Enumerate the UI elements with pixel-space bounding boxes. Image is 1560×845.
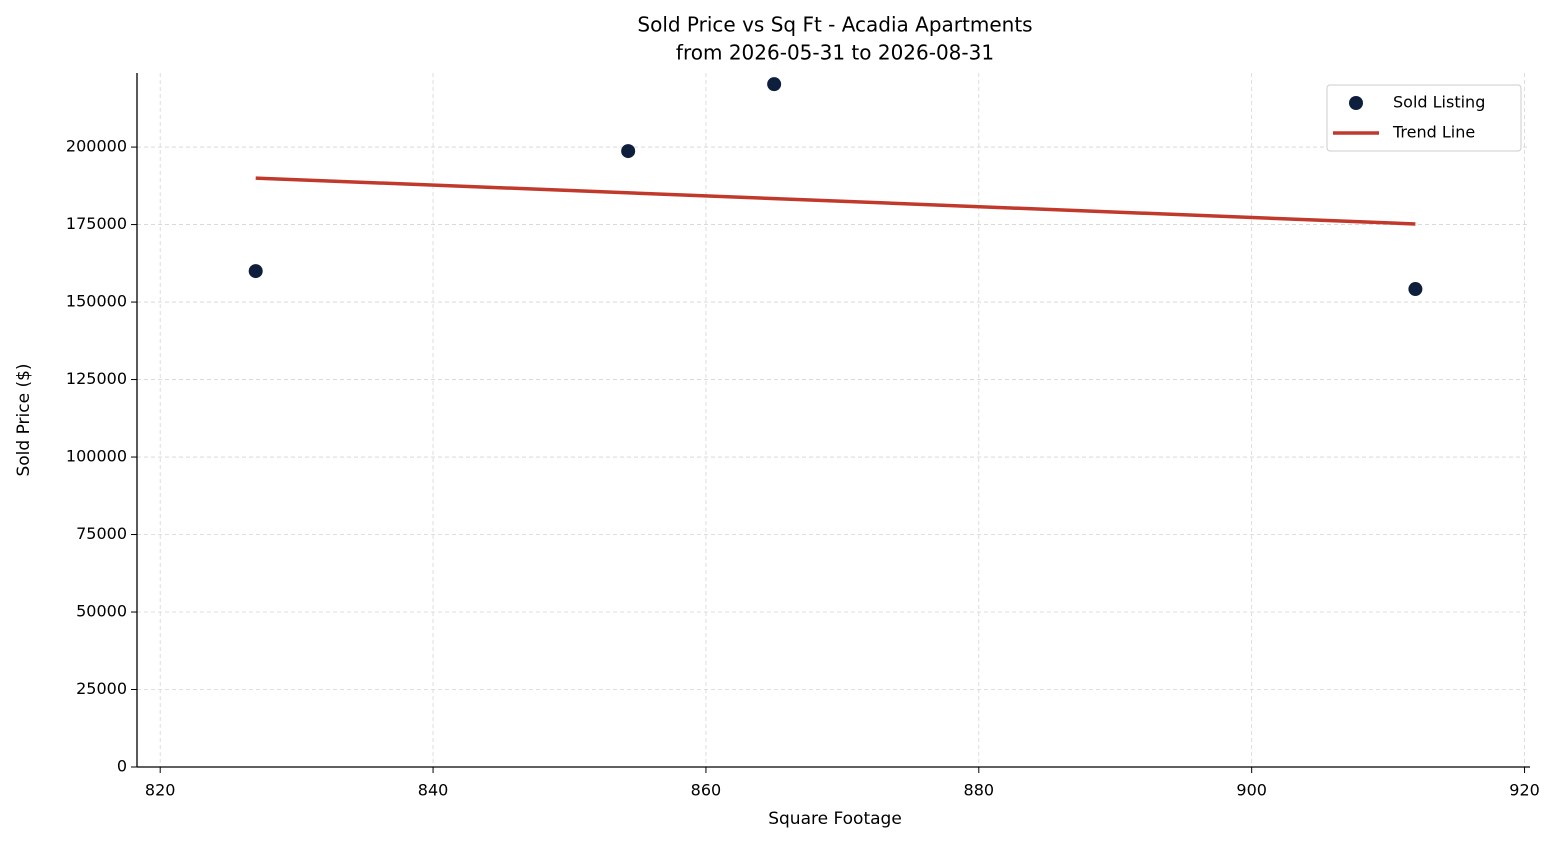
- x-tick-label: 920: [1509, 781, 1540, 800]
- legend-marker: [1349, 96, 1363, 110]
- y-tick-label: 25000: [76, 679, 127, 698]
- y-tick-label: 100000: [66, 447, 127, 466]
- x-tick-label: 900: [1236, 781, 1267, 800]
- x-tick-label: 860: [691, 781, 722, 800]
- x-tick-label: 820: [145, 781, 176, 800]
- y-tick-label: 150000: [66, 292, 127, 311]
- legend-label: Sold Listing: [1393, 93, 1485, 112]
- x-axis-label: Square Footage: [768, 809, 902, 829]
- y-tick-label: 75000: [76, 524, 127, 543]
- point: [248, 264, 263, 279]
- y-tick-label: 0: [117, 757, 127, 776]
- point: [621, 144, 636, 159]
- legend-label: Trend Line: [1392, 123, 1475, 142]
- chart-title: Sold Price vs Sq Ft - Acadia Apartments: [637, 13, 1032, 37]
- point: [1408, 282, 1423, 297]
- chart-subtitle: from 2026-05-31 to 2026-08-31: [676, 41, 994, 65]
- trend-line: [255, 176, 1416, 226]
- x-tick-label: 840: [418, 781, 449, 800]
- y-tick-label: 175000: [66, 214, 127, 233]
- y-axis-label: Sold Price ($): [14, 363, 34, 476]
- y-tick-label: 125000: [66, 369, 127, 388]
- y-tick-label: 200000: [66, 137, 127, 156]
- point: [767, 77, 782, 92]
- x-tick-label: 880: [964, 781, 995, 800]
- y-tick-label: 50000: [76, 602, 127, 621]
